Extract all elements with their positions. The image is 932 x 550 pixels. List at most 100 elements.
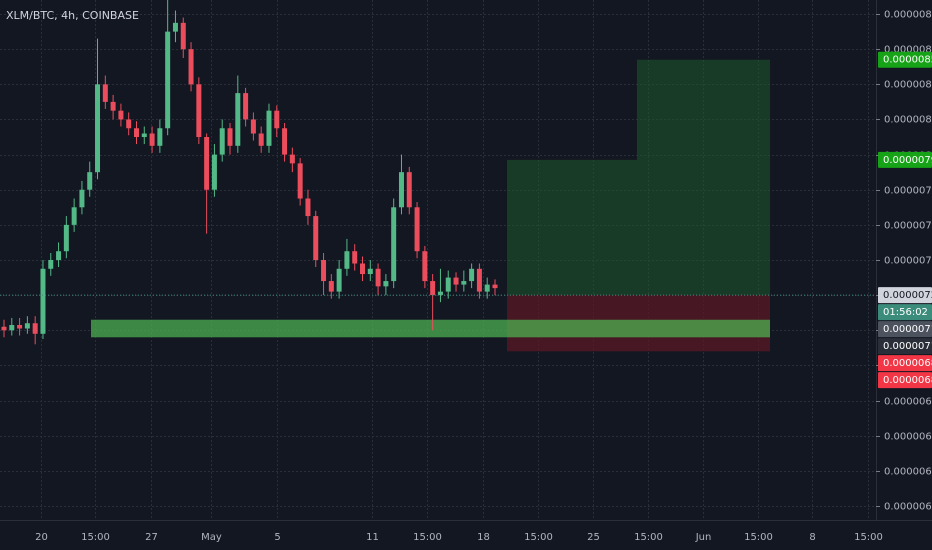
x-tick-label: 15:00 bbox=[524, 532, 553, 543]
y-tick-label: 0.00000760 bbox=[884, 221, 932, 232]
candle-body bbox=[149, 133, 155, 146]
candle-body bbox=[1, 326, 7, 331]
candle-body bbox=[126, 119, 132, 129]
candle-body bbox=[297, 163, 303, 199]
candle-body bbox=[289, 154, 295, 164]
price-tag-label: 0.00000854 bbox=[883, 55, 932, 66]
x-tick-label: 11 bbox=[366, 532, 379, 543]
candle-body bbox=[375, 268, 381, 287]
price-tag bbox=[878, 338, 932, 355]
price-tag-label: 0.00000720 bbox=[883, 290, 932, 301]
candle-body bbox=[32, 323, 38, 334]
candle-body bbox=[352, 251, 358, 264]
x-tick-label: May bbox=[201, 532, 222, 543]
y-tick-label: 0.00000880 bbox=[884, 10, 932, 21]
zone bbox=[507, 159, 637, 296]
x-tick-label: 15:00 bbox=[634, 532, 663, 543]
x-tick-label: 15:00 bbox=[81, 532, 110, 543]
candle-body bbox=[157, 128, 163, 146]
candle-body bbox=[172, 22, 178, 32]
candle-body bbox=[71, 207, 77, 225]
candle-body bbox=[211, 154, 217, 190]
candle-body bbox=[274, 110, 280, 129]
price-tag bbox=[878, 355, 932, 372]
price-tag bbox=[878, 304, 932, 321]
price-tag-label: 0.00000797 bbox=[883, 155, 932, 166]
y-tick-label: 0.00000740 bbox=[884, 256, 932, 267]
price-tag bbox=[878, 51, 932, 68]
candle-body bbox=[484, 284, 490, 292]
candle-body bbox=[360, 263, 366, 275]
x-tick-label: Jun bbox=[695, 532, 712, 543]
y-tick-label: 0.00000860 bbox=[884, 45, 932, 56]
chart-title: XLM/BTC, 4h, COINBASE bbox=[6, 9, 139, 22]
candle-body bbox=[391, 207, 397, 282]
x-tick-label: 8 bbox=[809, 532, 815, 543]
candle-body bbox=[24, 323, 30, 329]
y-tick-label: 0.00000600 bbox=[884, 502, 932, 513]
candle-body bbox=[133, 128, 139, 138]
candle-body bbox=[367, 268, 373, 275]
candle-body bbox=[422, 251, 428, 282]
candle-body bbox=[227, 128, 233, 146]
candle-body bbox=[437, 291, 443, 296]
candle-body bbox=[336, 268, 342, 292]
candle-body bbox=[453, 277, 459, 285]
candle-body bbox=[282, 128, 288, 155]
zone bbox=[91, 319, 770, 338]
candle-body bbox=[95, 84, 101, 173]
candle-body bbox=[102, 84, 108, 102]
x-tick-label: 15:00 bbox=[413, 532, 442, 543]
candle-body bbox=[235, 93, 241, 146]
price-tag-label: 0.00000688 bbox=[883, 375, 932, 386]
x-tick-label: 25 bbox=[587, 532, 600, 543]
price-tag bbox=[878, 287, 932, 304]
candle-body bbox=[258, 133, 264, 146]
candle-body bbox=[17, 325, 23, 329]
candle-body bbox=[141, 133, 147, 138]
price-tag bbox=[878, 321, 932, 338]
candle-body bbox=[430, 281, 436, 296]
price-tag-label: 0.00000719 bbox=[883, 341, 932, 352]
candle-body bbox=[398, 172, 404, 208]
candle-body bbox=[414, 207, 420, 252]
candle-body bbox=[219, 128, 225, 155]
x-tick-label: 15:00 bbox=[854, 532, 883, 543]
candle-body bbox=[469, 268, 475, 282]
candle-body bbox=[243, 93, 249, 120]
x-tick-label: 5 bbox=[274, 532, 280, 543]
candle-body bbox=[165, 31, 171, 129]
zone bbox=[637, 59, 770, 296]
price-tag bbox=[878, 372, 932, 389]
y-tick-label: 0.00000780 bbox=[884, 186, 932, 197]
x-tick-label: 15:00 bbox=[744, 532, 773, 543]
candle-body bbox=[118, 110, 124, 120]
candle-body bbox=[56, 251, 62, 260]
candle-body bbox=[313, 216, 319, 260]
x-tick-label: 20 bbox=[35, 532, 48, 543]
candle-body bbox=[180, 22, 186, 50]
candle-body bbox=[344, 251, 350, 269]
candle-body bbox=[305, 198, 311, 217]
candle-body bbox=[63, 224, 69, 252]
candle-body bbox=[266, 110, 272, 146]
price-tag-label: 0.00000719 bbox=[883, 324, 932, 335]
candle-body bbox=[250, 119, 256, 134]
candle-body bbox=[110, 101, 116, 111]
y-tick-label: 0.00000840 bbox=[884, 80, 932, 91]
candle-body bbox=[321, 260, 327, 282]
candle-body bbox=[48, 260, 54, 269]
y-tick-label: 0.00000640 bbox=[884, 432, 932, 443]
candle-body bbox=[383, 281, 389, 287]
candle-body bbox=[476, 268, 482, 292]
price-tag-label: 01:56:02 bbox=[883, 307, 928, 318]
candle-body bbox=[445, 277, 451, 292]
y-tick-label: 0.00000660 bbox=[884, 397, 932, 408]
candle-body bbox=[188, 49, 194, 85]
candle-body bbox=[87, 172, 93, 190]
candle-body bbox=[40, 268, 46, 334]
x-tick-label: 27 bbox=[145, 532, 158, 543]
x-tick-label: 18 bbox=[477, 532, 490, 543]
